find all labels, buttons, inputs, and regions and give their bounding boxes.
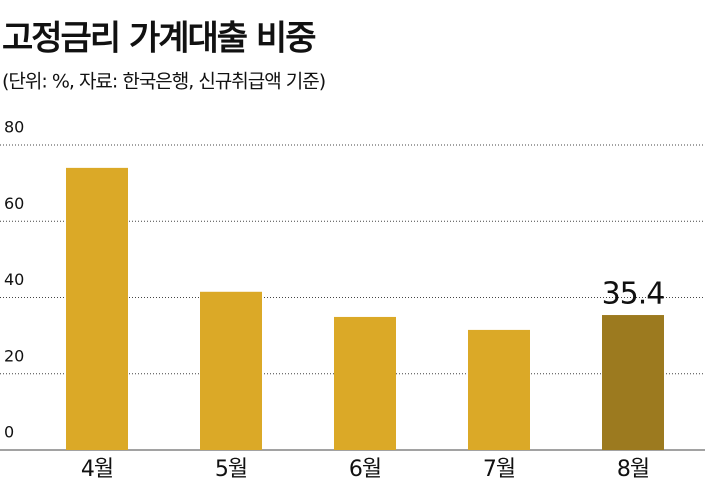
bar (66, 167, 128, 450)
bar (334, 316, 396, 450)
chart-subtitle: (단위: %, 자료: 한국은행, 신규취급액 기준) (2, 71, 325, 93)
x-tick-label: 7월 (483, 457, 515, 482)
y-tick-label: 0 (4, 423, 14, 442)
value-label: 35.4 (602, 277, 665, 312)
bar (602, 315, 664, 450)
y-tick-label: 80 (4, 118, 24, 137)
y-tick-label: 40 (4, 270, 24, 289)
y-tick-label: 60 (4, 194, 24, 213)
chart-title: 고정금리 가계대출 비중 (2, 19, 316, 59)
y-tick-label: 20 (4, 346, 24, 365)
x-tick-label: 5월 (215, 457, 247, 482)
x-tick-label: 4월 (81, 457, 113, 482)
x-tick-label: 8월 (617, 457, 649, 482)
x-tick-label: 6월 (349, 457, 381, 482)
bar (468, 329, 530, 450)
bar (200, 291, 262, 450)
